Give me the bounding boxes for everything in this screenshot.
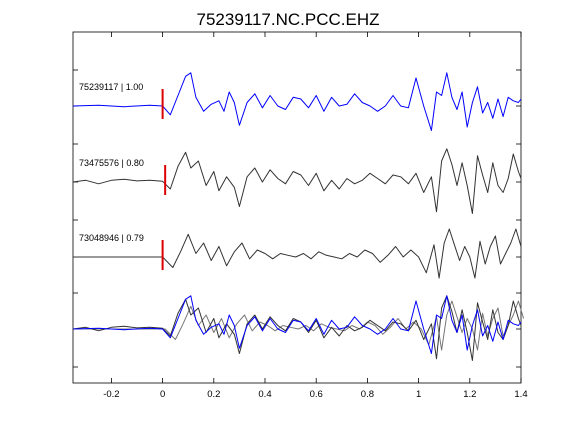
trace-label: 73475576 | 0.80 <box>79 158 144 168</box>
x-tick-label: 0.8 <box>361 389 374 400</box>
trace-line <box>72 148 522 214</box>
trace-line <box>73 228 522 279</box>
x-tick-label: 0.2 <box>207 389 220 400</box>
x-tick-label: 0.6 <box>310 389 323 400</box>
overlay-line <box>72 295 522 361</box>
trace-line <box>72 72 522 131</box>
overlay-line <box>72 295 522 354</box>
trace-labels: 75239117 | 1.00 73475576 | 0.80 73048946 |… <box>79 82 144 243</box>
pick-markers <box>161 89 167 270</box>
y-axis-ticks <box>73 69 521 368</box>
trace-group <box>72 72 522 279</box>
overlay-line <box>75 300 525 351</box>
x-tick-label: 0.4 <box>258 389 271 400</box>
trace-label: 75239117 | 1.00 <box>79 82 143 92</box>
chart-title: 75239117.NC.PCC.EHZ <box>197 10 380 29</box>
plot-frame <box>72 31 522 384</box>
trace-label: 73048946 | 0.79 <box>79 233 144 243</box>
x-axis: -0.2 0 0.2 0.4 0.6 0.8 1 1.2 1.4 <box>103 32 528 400</box>
x-tick-label: 1 <box>416 389 421 400</box>
x-tick-label: 1.4 <box>514 389 527 400</box>
x-tick-label: -0.2 <box>103 389 119 400</box>
overlay-stack <box>72 295 525 361</box>
x-tick-label: 1.2 <box>463 389 476 400</box>
x-tick-label: 0 <box>160 389 165 400</box>
